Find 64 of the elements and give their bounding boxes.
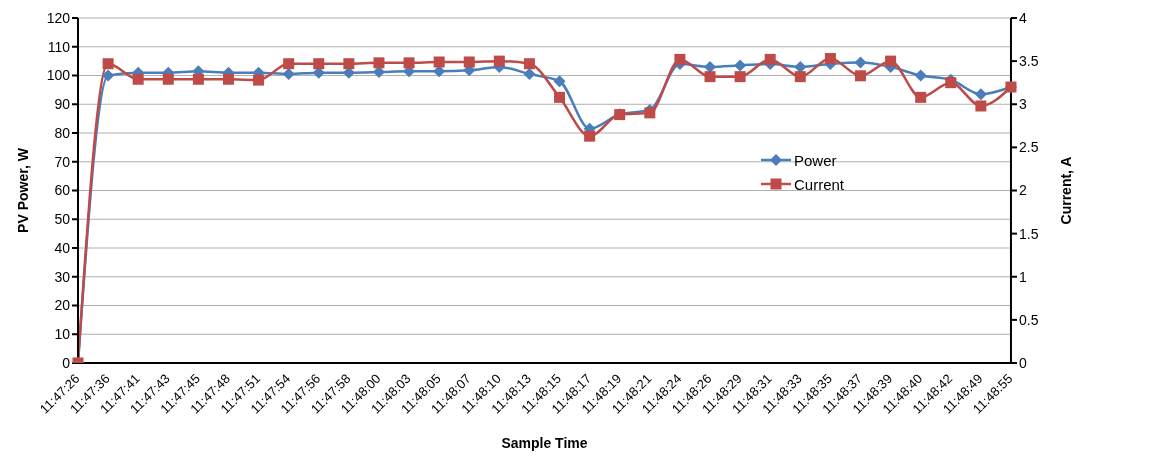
point — [283, 58, 295, 70]
y2-tick-label: 1 — [1018, 268, 1027, 285]
point — [493, 55, 505, 67]
point — [102, 58, 114, 70]
point — [945, 77, 957, 89]
y2-tick-label: 1.5 — [1018, 225, 1039, 242]
point — [463, 56, 475, 68]
point — [433, 56, 445, 68]
y2-tick-label: 0.5 — [1018, 311, 1039, 328]
point — [824, 53, 836, 65]
y2-tick-label: 2 — [1018, 182, 1027, 199]
y-tick-label: 30 — [54, 268, 71, 285]
y-tick-label: 50 — [54, 211, 71, 228]
point — [523, 58, 535, 70]
point — [282, 68, 295, 81]
point — [854, 56, 867, 69]
point — [162, 73, 174, 85]
y2-tick-label: 4 — [1018, 9, 1027, 26]
point — [192, 73, 204, 85]
y-tick-label: 70 — [54, 153, 71, 170]
y-tick-label: 20 — [54, 297, 71, 314]
y-tick-label: 110 — [47, 38, 71, 55]
y2-axis-title: Current, A — [1057, 156, 1074, 225]
point — [914, 69, 927, 82]
y-tick-label: 60 — [54, 182, 71, 199]
y-tick-label: 90 — [54, 96, 71, 113]
y2-tick-label: 3 — [1018, 96, 1027, 113]
y2-tick-label: 0 — [1018, 354, 1027, 371]
y-tick-label: 100 — [46, 67, 71, 84]
point — [313, 58, 325, 70]
point — [885, 55, 897, 67]
point — [553, 75, 566, 88]
point — [854, 70, 866, 82]
y2-tick-label: 2.5 — [1018, 139, 1039, 156]
y-tick-label: 0 — [62, 354, 71, 371]
point — [343, 58, 355, 70]
point — [975, 100, 987, 112]
y-tick-label: 80 — [54, 124, 71, 141]
point — [704, 71, 716, 83]
x-axis-title: Sample Time — [501, 435, 588, 451]
point — [584, 130, 596, 142]
y-tick-label: 120 — [46, 9, 71, 26]
point — [915, 91, 927, 103]
point — [734, 71, 746, 83]
point — [794, 60, 807, 73]
point — [794, 71, 806, 83]
point — [554, 91, 566, 103]
point — [132, 73, 144, 85]
point — [974, 88, 987, 101]
point — [373, 57, 385, 69]
point — [102, 69, 115, 82]
y2-tick-label: 3.5 — [1018, 53, 1039, 70]
legend-label: Power — [793, 151, 837, 169]
y-tick-label: 10 — [54, 326, 71, 343]
point — [674, 53, 686, 65]
point — [253, 74, 265, 86]
legend-label: Current — [793, 175, 844, 193]
point — [222, 73, 234, 85]
y-tick-label: 40 — [54, 239, 71, 256]
y-axis-title: PV Power, W — [14, 147, 31, 233]
point — [403, 57, 415, 69]
point — [764, 53, 776, 65]
point — [523, 68, 536, 81]
point — [734, 59, 747, 72]
